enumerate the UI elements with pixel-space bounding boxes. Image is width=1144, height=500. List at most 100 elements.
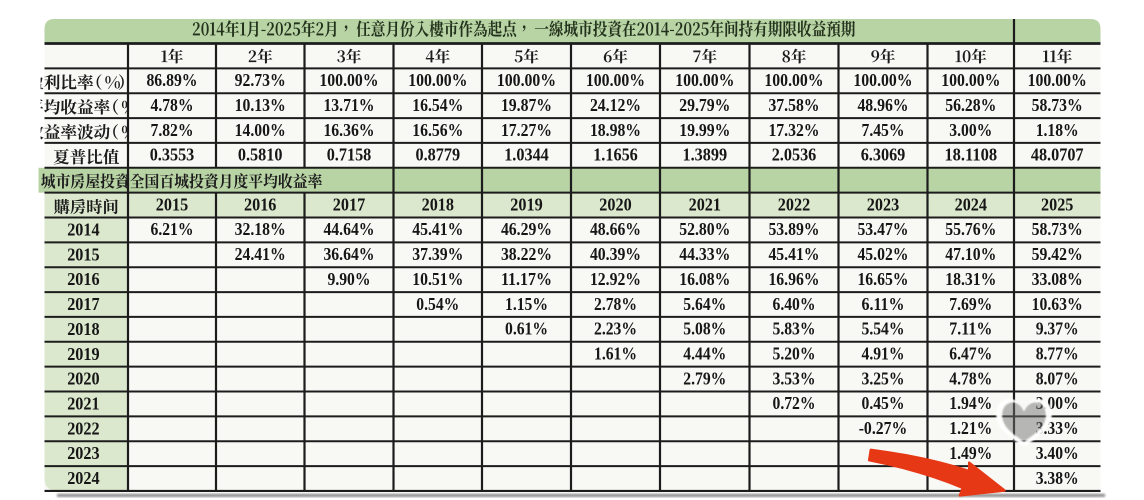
svg-text:2020: 2020 xyxy=(67,369,100,389)
svg-text:2022: 2022 xyxy=(67,418,100,438)
svg-text:18.1108: 18.1108 xyxy=(944,145,997,165)
svg-text:37.39%: 37.39% xyxy=(412,244,463,264)
svg-text:3.25%: 3.25% xyxy=(862,368,905,388)
svg-text:2019: 2019 xyxy=(67,344,100,364)
svg-text:2024: 2024 xyxy=(955,195,988,215)
svg-text:16.65%: 16.65% xyxy=(857,269,908,289)
svg-text:6.40%: 6.40% xyxy=(773,294,816,314)
svg-text:6.3069: 6.3069 xyxy=(861,145,906,165)
svg-text:2025: 2025 xyxy=(1041,195,1074,215)
svg-text:2021: 2021 xyxy=(689,195,721,215)
svg-text:6.47%: 6.47% xyxy=(949,344,992,364)
svg-text:5.08%: 5.08% xyxy=(683,319,726,339)
svg-text:5.54%: 5.54% xyxy=(862,319,905,339)
svg-text:2018: 2018 xyxy=(422,195,455,215)
svg-text:2022: 2022 xyxy=(778,195,811,215)
svg-text:100.00%: 100.00% xyxy=(586,70,645,90)
svg-text:16.96%: 16.96% xyxy=(768,269,819,289)
svg-text:3.38%: 3.38% xyxy=(1036,468,1079,488)
svg-text:2023: 2023 xyxy=(67,443,100,463)
svg-text:1.3899: 1.3899 xyxy=(683,145,728,165)
svg-text:100.00%: 100.00% xyxy=(675,70,734,90)
svg-text:45.02%: 45.02% xyxy=(857,244,908,264)
svg-text:52.80%: 52.80% xyxy=(679,219,730,239)
svg-text:44.33%: 44.33% xyxy=(679,244,730,264)
svg-text:2015: 2015 xyxy=(67,244,100,264)
svg-text:11.17%: 11.17% xyxy=(501,269,552,289)
svg-text:18.98%: 18.98% xyxy=(590,120,641,140)
svg-text:-0.27%: -0.27% xyxy=(859,418,908,438)
svg-text:53.89%: 53.89% xyxy=(768,219,819,239)
svg-text:3.00%: 3.00% xyxy=(949,120,992,140)
svg-text:8.07%: 8.07% xyxy=(1036,368,1079,388)
svg-text:9.37%: 9.37% xyxy=(1036,319,1079,339)
svg-text:24.12%: 24.12% xyxy=(590,95,641,115)
svg-text:16.08%: 16.08% xyxy=(679,269,730,289)
svg-text:46.29%: 46.29% xyxy=(501,219,552,239)
svg-text:19.87%: 19.87% xyxy=(501,95,552,115)
svg-text:3.40%: 3.40% xyxy=(1036,443,1079,463)
svg-text:100.00%: 100.00% xyxy=(497,70,556,90)
svg-text:2016: 2016 xyxy=(67,269,100,289)
svg-text:100.00%: 100.00% xyxy=(941,70,1000,90)
svg-text:2024: 2024 xyxy=(67,468,100,488)
svg-text:0.72%: 0.72% xyxy=(773,393,816,413)
svg-text:2014: 2014 xyxy=(67,220,100,240)
svg-text:16.54%: 16.54% xyxy=(412,95,463,115)
svg-text:5.64%: 5.64% xyxy=(683,294,726,314)
svg-text:48.96%: 48.96% xyxy=(857,95,908,115)
svg-text:17.32%: 17.32% xyxy=(768,120,819,140)
svg-text:2.23%: 2.23% xyxy=(594,319,637,339)
svg-text:48.0707: 48.0707 xyxy=(1031,145,1084,165)
svg-text:45.41%: 45.41% xyxy=(412,219,463,239)
svg-text:7.82%: 7.82% xyxy=(151,120,194,140)
svg-text:0.3553: 0.3553 xyxy=(150,145,195,165)
svg-text:16.56%: 16.56% xyxy=(412,120,463,140)
svg-text:0.7158: 0.7158 xyxy=(327,145,372,165)
svg-text:1.21%: 1.21% xyxy=(949,418,992,438)
svg-text:45.41%: 45.41% xyxy=(768,244,819,264)
svg-text:2019: 2019 xyxy=(510,195,543,215)
svg-text:48.66%: 48.66% xyxy=(590,219,641,239)
svg-text:19.99%: 19.99% xyxy=(679,120,730,140)
svg-text:2017: 2017 xyxy=(67,294,100,314)
svg-text:100.00%: 100.00% xyxy=(319,70,378,90)
svg-text:47.10%: 47.10% xyxy=(945,244,996,264)
svg-text:100.00%: 100.00% xyxy=(764,70,823,90)
svg-text:16.36%: 16.36% xyxy=(323,120,374,140)
svg-text:4.78%: 4.78% xyxy=(949,368,992,388)
svg-text:17.27%: 17.27% xyxy=(501,120,552,140)
svg-text:92.73%: 92.73% xyxy=(235,70,286,90)
svg-text:53.47%: 53.47% xyxy=(857,219,908,239)
svg-text:29.79%: 29.79% xyxy=(679,95,730,115)
svg-text:6.11%: 6.11% xyxy=(862,294,905,314)
svg-text:40.39%: 40.39% xyxy=(590,244,641,264)
svg-text:10.63%: 10.63% xyxy=(1032,294,1083,314)
svg-text:0.54%: 0.54% xyxy=(416,294,459,314)
svg-text:13.71%: 13.71% xyxy=(323,95,374,115)
svg-text:18.31%: 18.31% xyxy=(945,269,996,289)
svg-text:9.90%: 9.90% xyxy=(328,269,371,289)
svg-text:2021: 2021 xyxy=(67,394,99,414)
svg-text:6.21%: 6.21% xyxy=(151,219,194,239)
svg-text:24.41%: 24.41% xyxy=(235,244,286,264)
svg-text:33.08%: 33.08% xyxy=(1032,269,1083,289)
svg-text:1.94%: 1.94% xyxy=(949,393,992,413)
svg-text:4.78%: 4.78% xyxy=(151,95,194,115)
svg-text:37.58%: 37.58% xyxy=(768,95,819,115)
svg-text:4.91%: 4.91% xyxy=(862,344,905,364)
svg-text:2016: 2016 xyxy=(244,195,277,215)
svg-text:58.73%: 58.73% xyxy=(1032,219,1083,239)
svg-text:56.28%: 56.28% xyxy=(945,95,996,115)
svg-text:2017: 2017 xyxy=(333,195,366,215)
svg-text:7.45%: 7.45% xyxy=(862,120,905,140)
svg-text:2023: 2023 xyxy=(867,195,900,215)
svg-text:1.61%: 1.61% xyxy=(594,344,637,364)
svg-text:1.0344: 1.0344 xyxy=(504,145,549,165)
svg-text:5.83%: 5.83% xyxy=(773,319,816,339)
svg-text:100.00%: 100.00% xyxy=(1028,70,1087,90)
svg-text:38.22%: 38.22% xyxy=(501,244,552,264)
svg-text:0.45%: 0.45% xyxy=(862,393,905,413)
svg-text:4.44%: 4.44% xyxy=(683,344,726,364)
svg-text:3.53%: 3.53% xyxy=(773,368,816,388)
